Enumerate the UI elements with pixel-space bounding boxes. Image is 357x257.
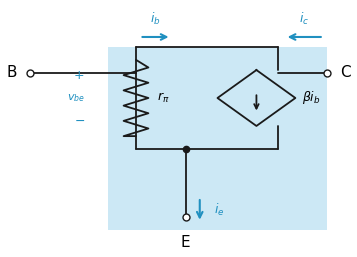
Text: $\beta i_b$: $\beta i_b$ [302, 89, 321, 106]
Text: C: C [340, 65, 350, 80]
Text: B: B [7, 65, 17, 80]
Text: $-$: $-$ [74, 114, 85, 127]
Text: +: + [74, 69, 85, 82]
Text: $i_e$: $i_e$ [214, 202, 225, 218]
FancyBboxPatch shape [108, 47, 327, 230]
Text: $v_{be}$: $v_{be}$ [67, 92, 85, 104]
Text: E: E [181, 235, 190, 250]
Text: $r_{\pi}$: $r_{\pi}$ [157, 91, 170, 105]
Text: $i_b$: $i_b$ [150, 11, 161, 27]
Text: $i_c$: $i_c$ [299, 11, 309, 27]
